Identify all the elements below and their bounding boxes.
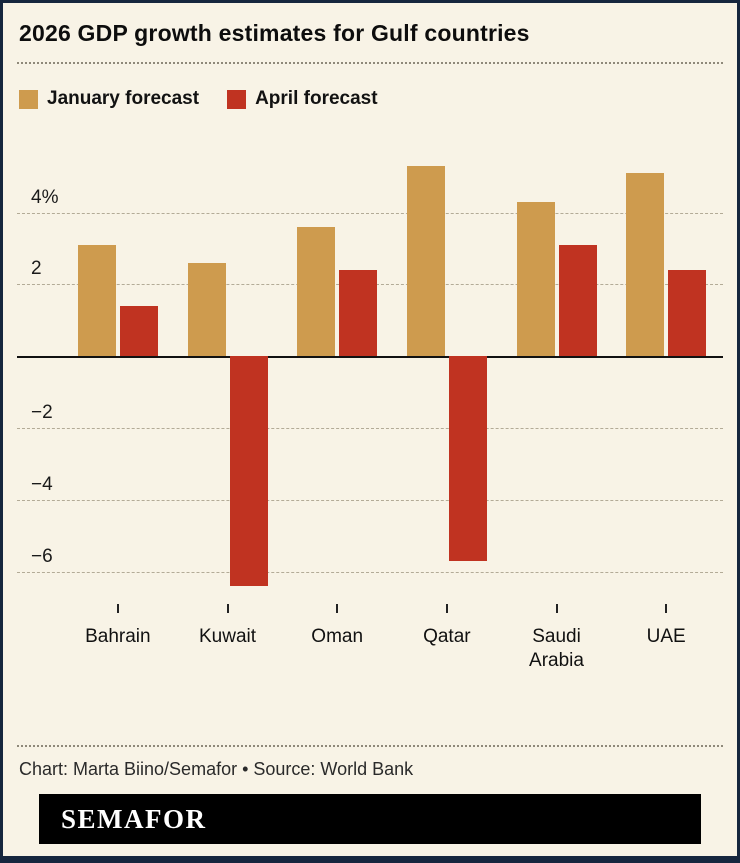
divider-bottom: [17, 745, 723, 747]
semafor-logo: SEMAFOR: [61, 803, 207, 834]
semafor-logo-bar: SEMAFOR: [39, 794, 701, 844]
x-axis-category-kuwait: Kuwait: [173, 604, 283, 673]
footer: Chart: Marta Biino/Semafor • Source: Wor…: [3, 745, 737, 856]
bar-april-bahrain: [119, 305, 158, 357]
gridline: [17, 571, 723, 573]
y-axis-label: −2: [31, 402, 53, 424]
bar-chart: 4% 2 −2 −4 −6: [17, 148, 723, 604]
y-axis-label: −4: [31, 473, 53, 495]
gridline: [17, 428, 723, 430]
bar-pair: [626, 148, 707, 604]
bar-pair: [406, 148, 487, 604]
bar-group-kuwait: [173, 148, 283, 604]
bar-january-saudi-arabia: [516, 201, 555, 357]
x-axis-category-qatar: Qatar: [392, 604, 502, 673]
x-axis-category-saudi-arabia: Saudi Arabia: [502, 604, 612, 673]
x-axis-category-oman: Oman: [282, 604, 392, 673]
bar-april-saudi-arabia: [558, 244, 597, 357]
chart-credit: Chart: Marta Biino/Semafor • Source: Wor…: [19, 759, 414, 779]
bar-april-uae: [668, 270, 707, 357]
divider-top: [17, 62, 723, 64]
y-axis-label: 4%: [31, 186, 59, 208]
y-axis-label: −6: [31, 545, 53, 567]
y-axis-label: 2: [31, 258, 42, 280]
bars-area: [63, 148, 721, 604]
x-axis: Bahrain Kuwait Oman Qatar Saudi Arabia UAE: [63, 604, 721, 673]
bar-january-bahrain: [77, 244, 116, 357]
legend-item-january: January forecast: [19, 88, 199, 110]
x-axis-tick: [555, 604, 558, 613]
x-axis-label: Oman: [311, 626, 364, 647]
bar-january-uae: [626, 173, 665, 357]
bar-pair: [187, 148, 268, 604]
bar-group-oman: [282, 148, 392, 604]
x-axis-tick: [226, 604, 229, 613]
x-axis-label: Bahrain: [85, 626, 151, 647]
gridline: [17, 499, 723, 501]
zero-baseline: [17, 356, 723, 359]
bar-group-bahrain: [63, 148, 173, 604]
bar-april-qatar: [448, 356, 487, 561]
bar-group-uae: [611, 148, 721, 604]
bar-april-oman: [339, 270, 378, 357]
bar-group-saudi-arabia: [502, 148, 612, 604]
chart-title: 2026 GDP growth estimates for Gulf count…: [19, 20, 530, 46]
bar-pair: [516, 148, 597, 604]
january-swatch: [19, 89, 38, 109]
bar-april-kuwait: [229, 356, 268, 587]
x-axis-tick: [336, 604, 339, 613]
bar-pair: [77, 148, 158, 604]
x-axis-category-bahrain: Bahrain: [63, 604, 173, 673]
april-swatch: [227, 89, 247, 109]
gridline: [17, 212, 723, 214]
x-axis-tick: [116, 604, 119, 613]
x-axis-tick: [445, 604, 448, 613]
legend-item-april: April forecast: [227, 88, 378, 110]
x-axis-label: Saudi Arabia: [529, 626, 584, 671]
legend-label-january: January forecast: [47, 88, 200, 109]
x-axis-label: UAE: [646, 626, 686, 647]
x-axis-tick: [665, 604, 668, 613]
bar-group-qatar: [392, 148, 502, 604]
legend: January forecast April forecast: [19, 88, 721, 110]
bar-pair: [297, 148, 378, 604]
bar-january-qatar: [406, 165, 445, 357]
bar-january-kuwait: [187, 262, 226, 357]
x-axis-category-uae: UAE: [611, 604, 721, 673]
x-axis-label: Qatar: [423, 626, 471, 647]
bar-january-oman: [297, 226, 336, 357]
legend-label-april: April forecast: [255, 88, 378, 109]
x-axis-label: Kuwait: [198, 626, 257, 647]
